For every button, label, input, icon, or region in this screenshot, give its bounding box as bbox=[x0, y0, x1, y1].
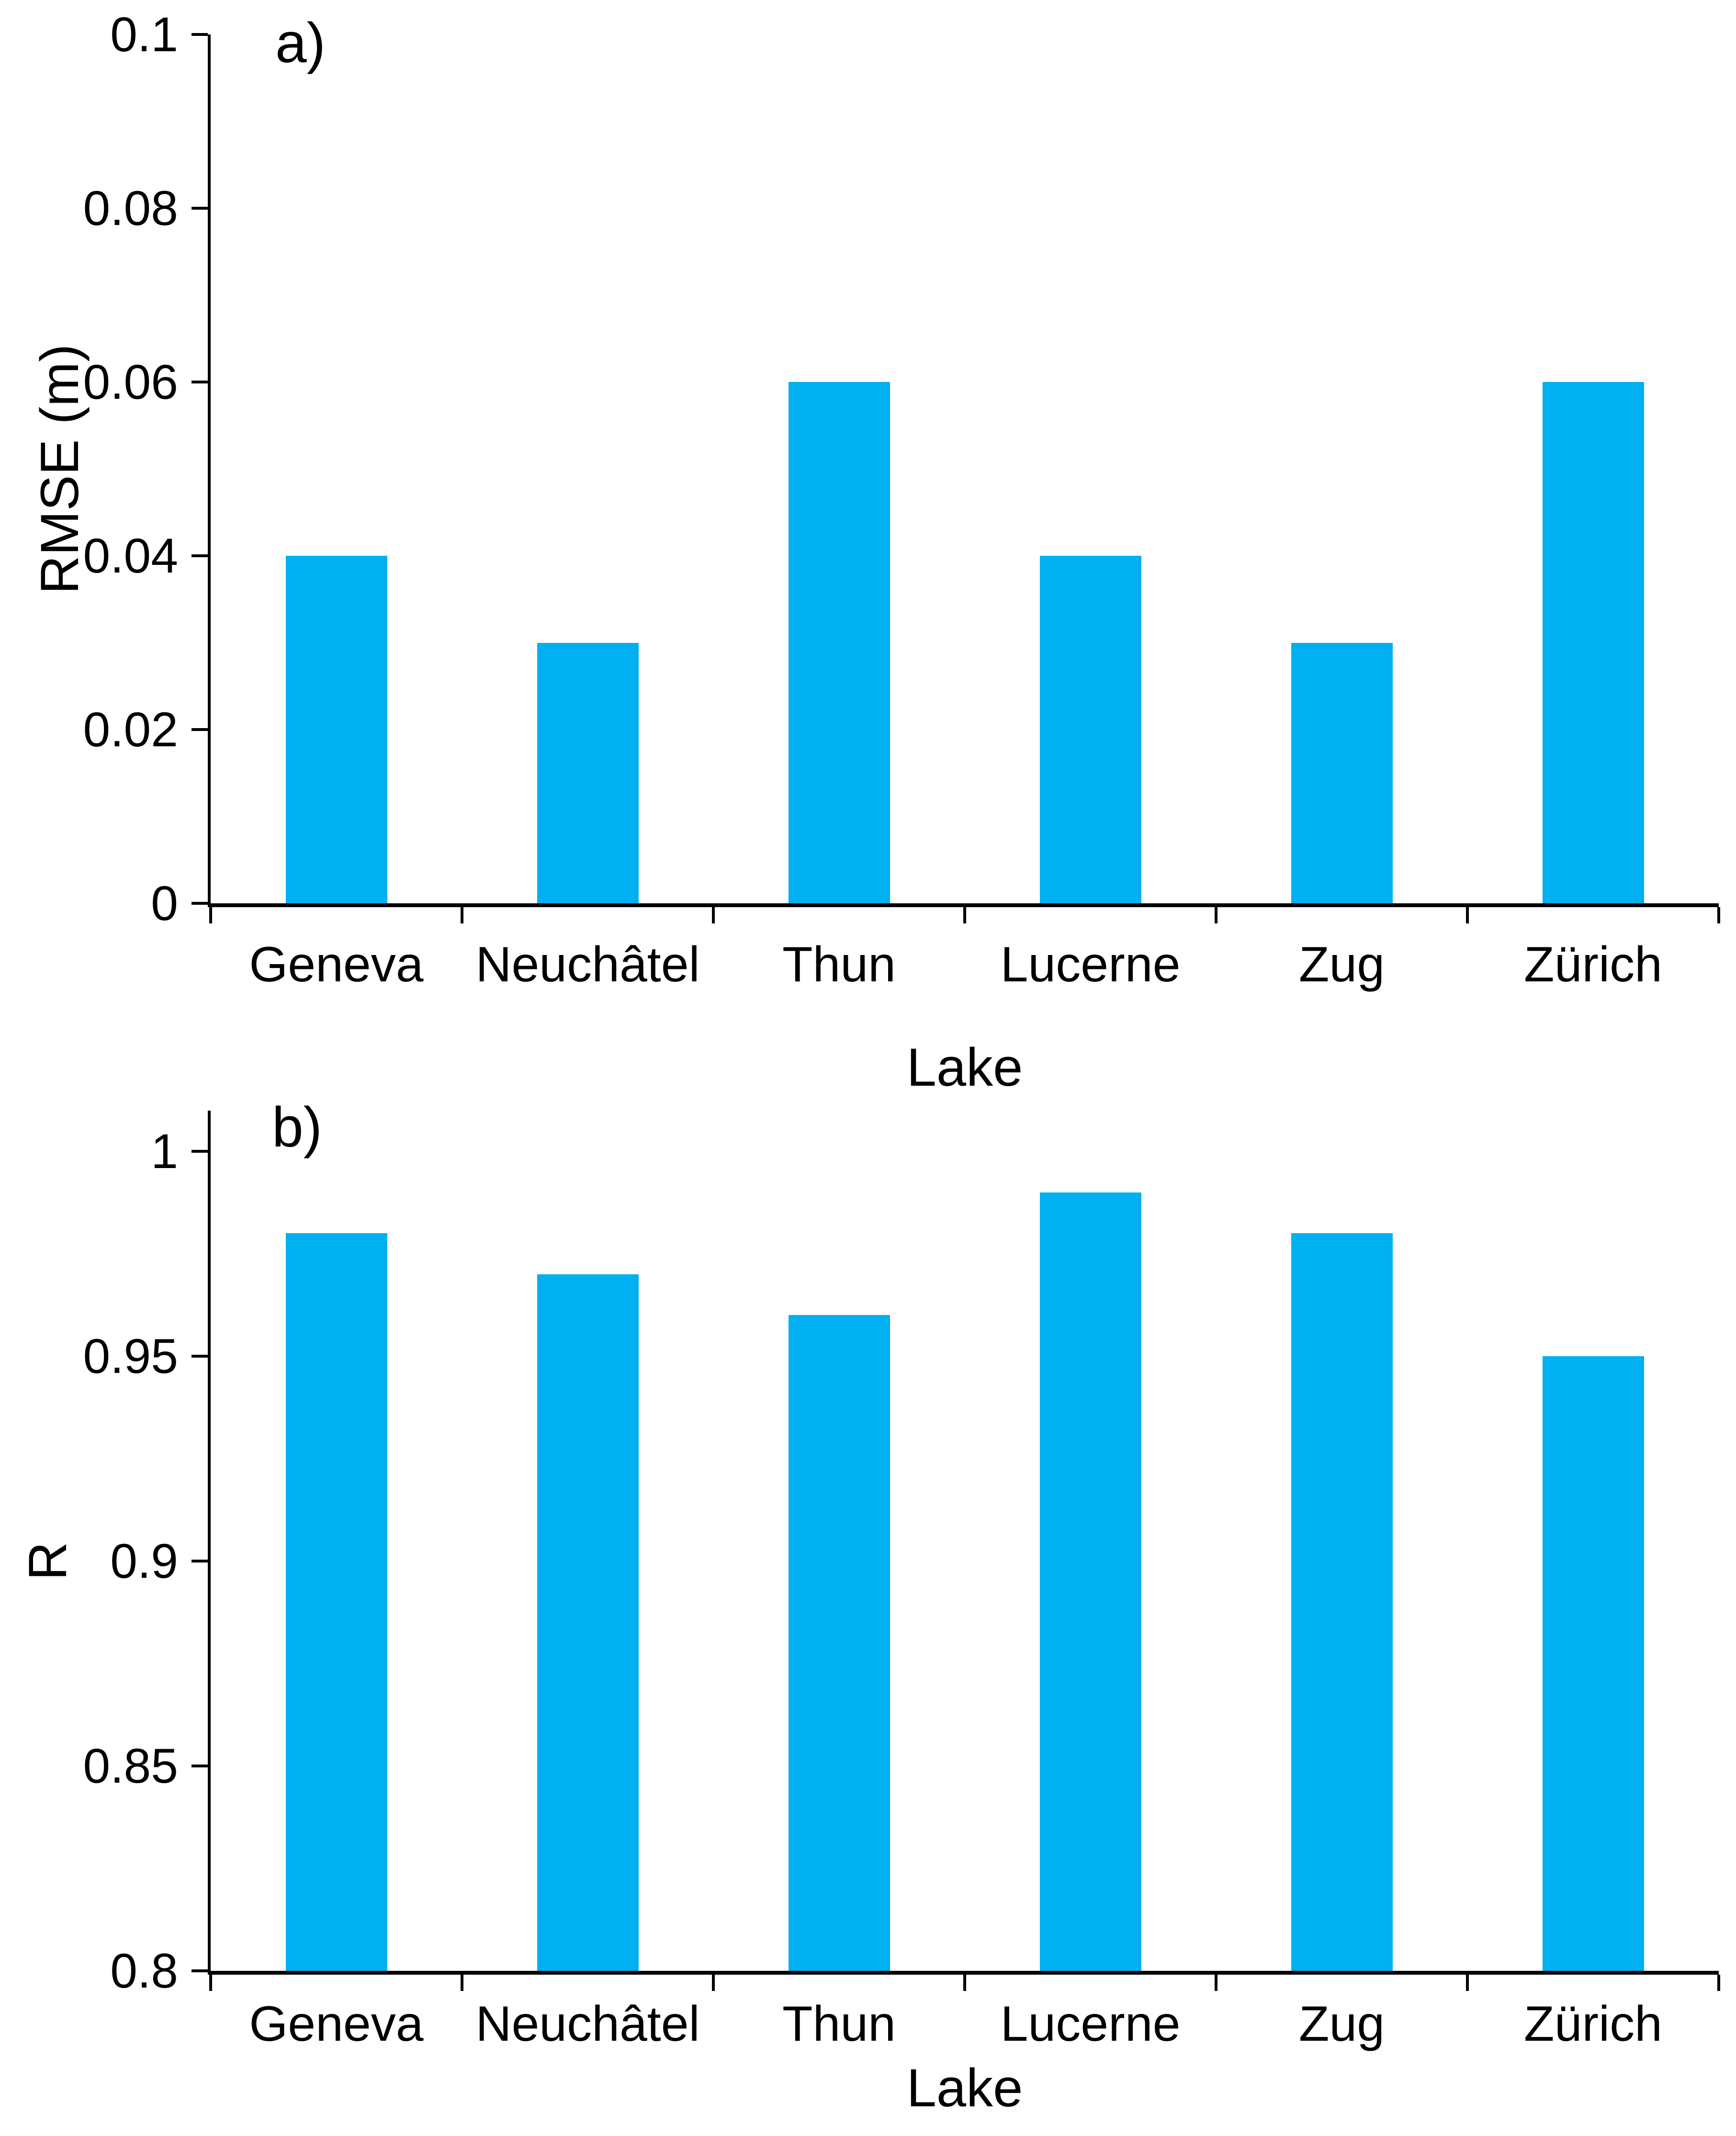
x-tick-mark bbox=[461, 907, 463, 923]
y-tick-label: 0.9 bbox=[110, 1534, 178, 1588]
panel-a-x-axis bbox=[208, 903, 1719, 907]
x-tick-label: Zürich bbox=[1524, 1996, 1662, 2052]
y-tick-label: 0.8 bbox=[110, 1944, 178, 1998]
bar-b-4 bbox=[1039, 1192, 1141, 1971]
bar-b-3 bbox=[788, 1315, 890, 1971]
x-tick-mark bbox=[1466, 1975, 1469, 1991]
bar-a-6 bbox=[1542, 382, 1644, 903]
x-tick-label: Thun bbox=[782, 937, 896, 992]
x-tick-mark bbox=[1215, 907, 1217, 923]
y-tick-mark bbox=[192, 902, 208, 905]
y-tick-mark bbox=[192, 381, 208, 383]
x-tick-mark bbox=[1717, 1975, 1720, 1991]
x-tick-label: Geneva bbox=[249, 1996, 424, 2052]
x-tick-label: Thun bbox=[782, 1996, 896, 2052]
x-tick-label: Zug bbox=[1298, 1996, 1385, 2052]
x-tick-label: Lucerne bbox=[1000, 1996, 1181, 2052]
x-tick-label: Geneva bbox=[249, 937, 424, 992]
bar-b-2 bbox=[537, 1274, 639, 1971]
panel-a-y-axis bbox=[208, 34, 211, 907]
x-tick-label: Zug bbox=[1298, 937, 1385, 992]
y-tick-label: 0.06 bbox=[83, 355, 178, 409]
x-tick-mark bbox=[209, 1975, 212, 1991]
x-tick-mark bbox=[963, 907, 966, 923]
panel-a-label: a) bbox=[275, 11, 326, 75]
x-tick-mark bbox=[963, 1975, 966, 1991]
panel-b-label: b) bbox=[272, 1096, 322, 1159]
x-tick-mark bbox=[712, 1975, 715, 1991]
y-tick-mark bbox=[192, 728, 208, 731]
y-tick-label: 0.95 bbox=[83, 1329, 178, 1383]
bar-a-1 bbox=[285, 556, 387, 903]
panel-b-y-axis bbox=[208, 1111, 211, 1975]
bar-b-5 bbox=[1291, 1233, 1393, 1971]
y-tick-mark bbox=[192, 1560, 208, 1563]
x-tick-label: Zürich bbox=[1524, 937, 1662, 992]
y-tick-label: 0 bbox=[151, 876, 178, 931]
y-tick-label: 0.85 bbox=[83, 1739, 178, 1793]
y-tick-label: 1 bbox=[151, 1124, 178, 1179]
y-tick-label: 0.04 bbox=[83, 528, 178, 583]
y-tick-mark bbox=[192, 33, 208, 36]
y-tick-label: 0.02 bbox=[83, 702, 178, 757]
bar-a-2 bbox=[537, 642, 639, 903]
y-tick-label: 0.1 bbox=[110, 7, 178, 62]
x-tick-mark bbox=[1466, 907, 1469, 923]
x-tick-mark bbox=[461, 1975, 463, 1991]
x-tick-mark bbox=[1215, 1975, 1217, 1991]
x-tick-mark bbox=[209, 907, 212, 923]
bar-b-6 bbox=[1542, 1356, 1644, 1971]
panel-b-x-axis-title: Lake bbox=[906, 2058, 1023, 2118]
panel-b-x-axis bbox=[208, 1971, 1719, 1975]
y-tick-mark bbox=[192, 1765, 208, 1767]
bar-a-3 bbox=[788, 382, 890, 903]
y-tick-mark bbox=[192, 207, 208, 210]
x-tick-mark bbox=[712, 907, 715, 923]
y-tick-mark bbox=[192, 1355, 208, 1358]
y-tick-mark bbox=[192, 1150, 208, 1153]
x-tick-mark bbox=[1717, 907, 1720, 923]
y-tick-label: 0.08 bbox=[83, 181, 178, 236]
bar-a-5 bbox=[1291, 642, 1393, 903]
bar-b-1 bbox=[285, 1233, 387, 1971]
bar-a-4 bbox=[1039, 556, 1141, 903]
y-tick-mark bbox=[192, 1969, 208, 1972]
x-tick-label: Lucerne bbox=[1000, 937, 1181, 992]
x-tick-label: Neuchâtel bbox=[475, 1996, 700, 2052]
y-tick-mark bbox=[192, 554, 208, 557]
x-tick-label: Neuchâtel bbox=[475, 937, 700, 992]
panel-a-x-axis-title: Lake bbox=[906, 1037, 1023, 1097]
